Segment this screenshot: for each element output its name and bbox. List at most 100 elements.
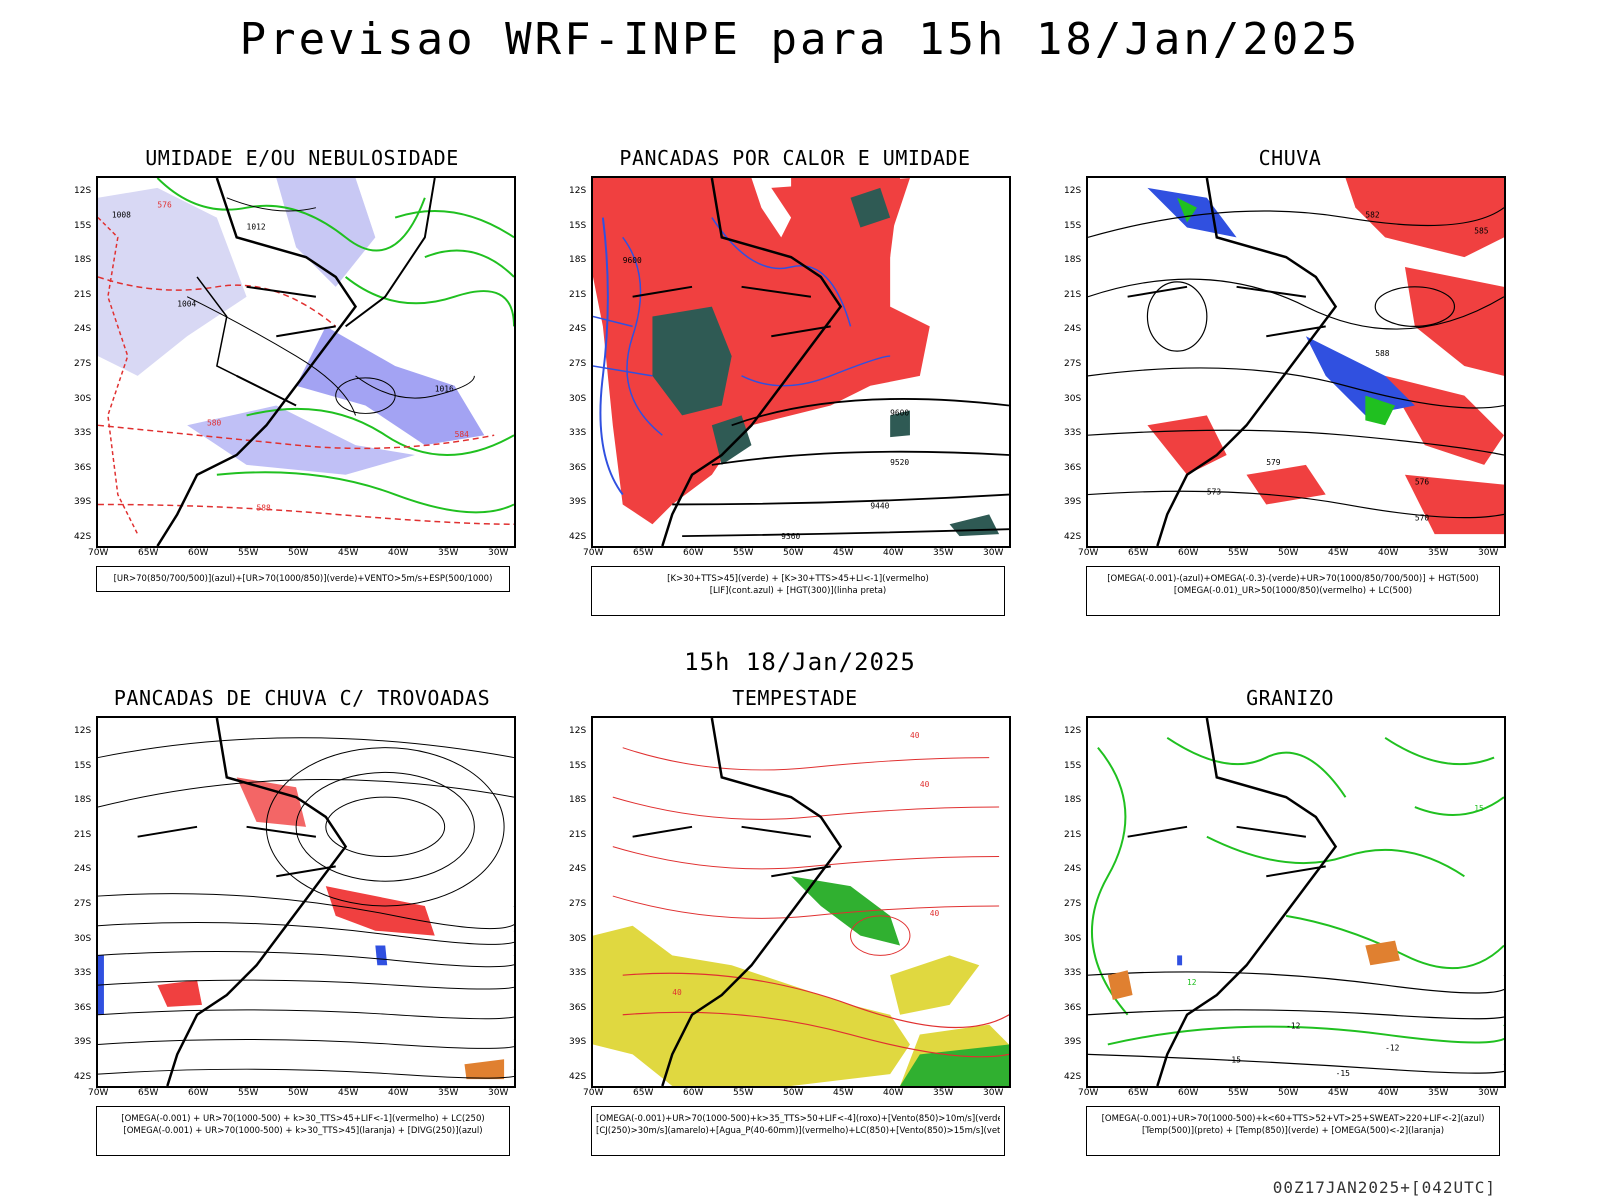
legend-chuva: [OMEGA(-0.001)-(azul)+OMEGA(-0.3)-(verde… [1086, 566, 1500, 616]
lat-tick: 36S [1064, 1002, 1082, 1013]
lon-tick: 45W [338, 1088, 359, 1098]
lat-tick: 15S [74, 220, 92, 231]
lat-tick: 21S [74, 829, 92, 840]
lon-tick: 45W [1328, 1088, 1349, 1098]
map-chuva: 582 585 588 576 573 570 579 [1086, 176, 1506, 548]
map-label: 582 [1365, 211, 1380, 220]
legend-umidade: [UR>70(850/700/500)](azul)+[UR>70(1000/8… [96, 566, 510, 592]
panel-title-tempestade: TEMPESTADE [732, 686, 858, 710]
lat-tick: 21S [1064, 289, 1082, 300]
lon-tick: 65W [138, 548, 159, 558]
map-label: 580 [207, 418, 222, 427]
lat-tick: 12S [74, 186, 92, 196]
lat-tick: 36S [74, 462, 92, 473]
lon-tick: 30W [1478, 548, 1499, 558]
map-umidade-graphic: 1008 1012 1004 1016 576 580 584 588 [98, 178, 514, 546]
lat-tick: 24S [74, 864, 92, 875]
lat-tick: 27S [74, 899, 92, 909]
lon-tick: 60W [683, 1088, 704, 1098]
lon-tick: 40W [1378, 548, 1399, 558]
lat-tick: 39S [1064, 497, 1082, 508]
legend-pancadas-calor: [K>30+TTS>45](verde) + [K>30+TTS>45+LI<-… [591, 566, 1005, 616]
lat-tick: 18S [74, 795, 92, 806]
lon-tick: 70W [88, 548, 109, 558]
lon-tick: 50W [288, 548, 309, 558]
map-label: 12 [1187, 978, 1197, 987]
map-label: 576 [157, 201, 172, 210]
lon-tick: 55W [733, 548, 754, 558]
lon-tick: 70W [1078, 1088, 1099, 1098]
lat-tick: 24S [569, 324, 587, 335]
lon-tick: 60W [188, 548, 209, 558]
lon-tick: 65W [1128, 1088, 1149, 1098]
map-label: -12 [1385, 1043, 1400, 1052]
lat-tick: 36S [569, 1002, 587, 1013]
lon-tick: 50W [1278, 548, 1299, 558]
lon-tick: 50W [783, 548, 804, 558]
lon-tick: 40W [883, 1088, 904, 1098]
map-trovoadas [96, 716, 516, 1088]
map-label: 584 [455, 430, 470, 439]
lon-tick: 50W [783, 1088, 804, 1098]
lat-tick: 27S [569, 359, 587, 369]
lat-tick: 39S [74, 497, 92, 508]
lat-tick: 39S [74, 1037, 92, 1048]
lat-tick: 33S [74, 428, 92, 439]
lat-tick: 12S [1064, 726, 1082, 736]
lat-tick: 21S [569, 829, 587, 840]
map-label: -12 [1286, 1022, 1301, 1031]
lat-tick: 33S [74, 968, 92, 979]
map-label: 40 [672, 988, 682, 997]
map-label: -15 [1227, 1055, 1242, 1064]
lat-tick: 30S [74, 933, 92, 944]
panel-title-granizo: GRANIZO [1246, 686, 1334, 710]
map-label: 1004 [177, 300, 196, 309]
lon-tick: 60W [1178, 548, 1199, 558]
lon-tick: 70W [583, 548, 604, 558]
lon-tick: 40W [883, 548, 904, 558]
lat-tick: 15S [569, 220, 587, 231]
lat-tick: 12S [569, 726, 587, 736]
lon-tick: 55W [733, 1088, 754, 1098]
map-label: 585 [1474, 226, 1489, 235]
lat-tick: 36S [1064, 462, 1082, 473]
lat-tick: 15S [74, 760, 92, 771]
map-granizo-graphic: -12 -12 -15 -15 15 12 [1088, 718, 1504, 1086]
lon-tick: 55W [1228, 548, 1249, 558]
lon-tick: 45W [833, 1088, 854, 1098]
lon-tick: 65W [138, 1088, 159, 1098]
lat-tick: 24S [569, 864, 587, 875]
map-label: 40 [920, 780, 930, 789]
lat-tick: 27S [569, 899, 587, 909]
legend-granizo: [OMEGA(-0.001)+UR>70(1000-500)+k<60+TTS>… [1086, 1106, 1500, 1156]
map-label: 9600 [623, 256, 642, 265]
map-label: 576 [1415, 478, 1430, 487]
lon-tick: 55W [1228, 1088, 1249, 1098]
lat-tick: 12S [74, 726, 92, 736]
map-label: 579 [1266, 458, 1281, 467]
lon-tick: 50W [1278, 1088, 1299, 1098]
map-chuva-graphic: 582 585 588 576 573 570 579 [1088, 178, 1504, 546]
lat-tick: 27S [1064, 359, 1082, 369]
lat-tick: 42S [74, 1072, 92, 1082]
lat-tick: 30S [569, 933, 587, 944]
map-tempestade-graphic: 40 40 40 40 [593, 718, 1009, 1086]
lat-tick: 33S [1064, 428, 1082, 439]
lat-tick: 21S [569, 289, 587, 300]
panel-title-pancadas-calor: PANCADAS POR CALOR E UMIDADE [619, 146, 971, 170]
map-label: 573 [1207, 488, 1222, 497]
map-label: 9440 [870, 501, 889, 510]
lon-tick: 55W [238, 548, 259, 558]
lon-tick: 55W [238, 1088, 259, 1098]
lon-tick: 45W [833, 548, 854, 558]
panel-title-trovoadas: PANCADAS DE CHUVA C/ TROVOADAS [113, 686, 491, 710]
map-granizo: -12 -12 -15 -15 15 12 [1086, 716, 1506, 1088]
lon-tick: 65W [1128, 548, 1149, 558]
lat-tick: 39S [1064, 1037, 1082, 1048]
lon-tick: 45W [1328, 548, 1349, 558]
map-label: -15 [1336, 1069, 1351, 1078]
map-label: 1008 [112, 211, 131, 220]
lon-tick: 40W [1378, 1088, 1399, 1098]
map-label: 588 [1375, 349, 1390, 358]
lat-tick: 27S [74, 359, 92, 369]
